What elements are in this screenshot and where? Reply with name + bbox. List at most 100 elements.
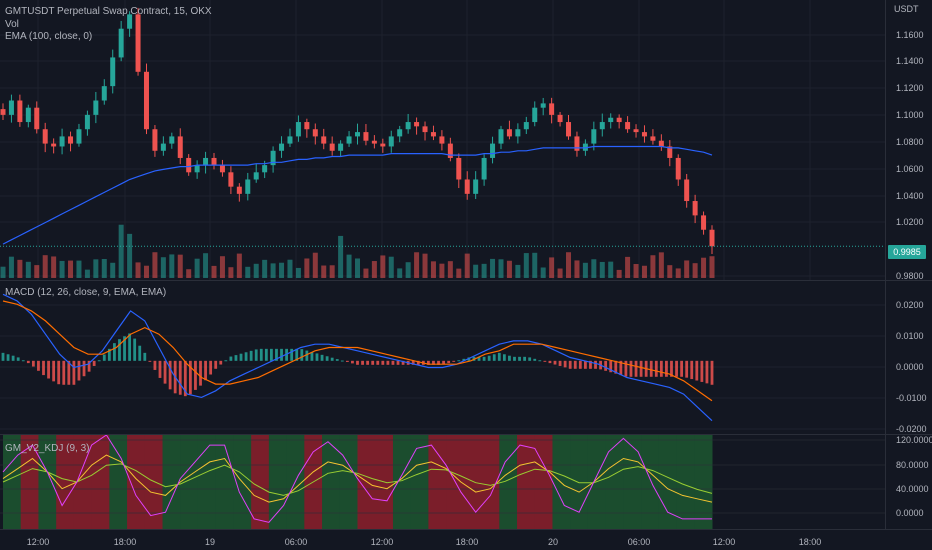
macd-pane[interactable]: MACD (12, 26, close, 9, EMA, EMA) bbox=[0, 281, 885, 434]
macd-histogram-bar bbox=[118, 339, 121, 361]
macd-histogram-bar bbox=[452, 360, 456, 362]
kdj-background-band bbox=[251, 435, 270, 529]
macd-histogram-bar bbox=[528, 357, 532, 361]
volume-legend[interactable]: Vol bbox=[5, 19, 19, 30]
kdj-background-band bbox=[499, 435, 518, 529]
macd-histogram-bar bbox=[376, 360, 380, 365]
macd-histogram-bar bbox=[153, 360, 157, 370]
kdj-background-band bbox=[392, 435, 412, 529]
candle-body bbox=[177, 136, 183, 158]
volume-bar bbox=[287, 259, 293, 278]
candle-body bbox=[422, 126, 428, 133]
candle-body bbox=[51, 143, 57, 147]
candle-body bbox=[59, 136, 65, 147]
macd-histogram-bar bbox=[685, 360, 689, 378]
volume-bar bbox=[650, 255, 656, 278]
time-axis-label: 18:00 bbox=[113, 537, 137, 547]
candle-body bbox=[253, 172, 259, 180]
macd-histogram-bar bbox=[604, 360, 608, 371]
macd-histogram-bar bbox=[705, 360, 709, 384]
macd-histogram-bar bbox=[219, 360, 223, 365]
kdj-background-band bbox=[73, 435, 93, 529]
macd-chart[interactable] bbox=[0, 281, 885, 434]
kdj-background-band bbox=[162, 435, 181, 529]
kdj-background-band bbox=[641, 435, 660, 529]
volume-bar bbox=[456, 268, 462, 278]
macd-histogram-bar bbox=[366, 360, 370, 365]
candle-body bbox=[355, 132, 360, 137]
price-axis-divider bbox=[885, 0, 886, 530]
macd-histogram-bar bbox=[381, 360, 385, 365]
volume-bar bbox=[701, 257, 707, 278]
price-axis-label: 1.0600 bbox=[896, 164, 924, 174]
signal-line bbox=[2, 300, 713, 402]
volume-bar bbox=[355, 258, 360, 278]
price-axis-label: 1.0200 bbox=[896, 217, 924, 227]
volume-bar bbox=[523, 253, 529, 278]
symbol-title[interactable]: GMTUSDT Perpetual Swap Contract, 15, OKX bbox=[5, 6, 212, 17]
candle-body bbox=[608, 117, 614, 123]
volume-bar bbox=[633, 264, 639, 278]
volume-bar bbox=[312, 252, 318, 278]
kdj-background-band bbox=[20, 435, 39, 529]
volume-bar bbox=[0, 266, 6, 278]
kdj-background-band bbox=[322, 435, 341, 529]
price-chart[interactable] bbox=[0, 0, 885, 280]
macd-histogram-bar bbox=[482, 356, 486, 361]
pane-divider[interactable] bbox=[0, 280, 932, 281]
volume-bar bbox=[709, 256, 715, 278]
macd-axis-label: -0.0200 bbox=[896, 424, 927, 434]
macd-histogram-bar bbox=[52, 360, 56, 382]
volume-bar bbox=[363, 268, 369, 278]
volume-bar bbox=[110, 262, 116, 278]
volume-bar bbox=[228, 267, 234, 278]
candle-body bbox=[287, 136, 293, 144]
last-price-tag: 0.9985 bbox=[888, 245, 926, 259]
candle-body bbox=[118, 28, 124, 58]
kdj-legend[interactable]: GM_V2_KDJ (9, 3) bbox=[5, 443, 90, 454]
macd-histogram-bar bbox=[1, 352, 5, 361]
kdj-j-line bbox=[2, 435, 712, 523]
ema-legend[interactable]: EMA (100, close, 0) bbox=[5, 31, 93, 42]
volume-bar bbox=[447, 261, 453, 278]
macd-histogram-bar bbox=[437, 360, 440, 365]
kdj-chart[interactable] bbox=[0, 435, 885, 529]
macd-histogram-bar bbox=[477, 356, 481, 361]
macd-histogram-bar bbox=[492, 354, 496, 361]
candle-body bbox=[245, 179, 251, 194]
pane-divider[interactable] bbox=[0, 434, 932, 435]
macd-line bbox=[2, 293, 713, 422]
volume-bar bbox=[93, 259, 99, 278]
candle-body bbox=[127, 14, 133, 29]
kdj-background-band bbox=[428, 435, 447, 529]
macd-histogram-bar bbox=[183, 360, 187, 397]
macd-histogram-bar bbox=[6, 354, 10, 361]
candle-body bbox=[101, 86, 107, 101]
kdj-pane[interactable]: GM_V2_KDJ (9, 3) bbox=[0, 435, 885, 529]
kdj-background-band bbox=[517, 435, 536, 529]
macd-histogram-bar bbox=[690, 360, 694, 380]
candle-body bbox=[236, 186, 242, 194]
macd-histogram-bar bbox=[523, 356, 527, 361]
macd-histogram-bar bbox=[57, 360, 61, 385]
candle-body bbox=[701, 215, 707, 230]
candle-body bbox=[329, 143, 335, 151]
candle-body bbox=[414, 122, 420, 127]
macd-histogram-bar bbox=[67, 360, 71, 385]
macd-histogram-bar bbox=[553, 360, 557, 365]
macd-histogram-bar bbox=[254, 349, 258, 361]
candle-body bbox=[540, 103, 546, 108]
price-pane[interactable]: GMTUSDT Perpetual Swap Contract, 15, OKX… bbox=[0, 0, 885, 280]
volume-bar bbox=[498, 259, 504, 278]
macd-legend[interactable]: MACD (12, 26, close, 9, EMA, EMA) bbox=[5, 287, 167, 298]
macd-histogram-bar bbox=[710, 360, 714, 385]
volume-bar bbox=[169, 254, 175, 278]
candle-body bbox=[625, 122, 631, 130]
price-axis-label: 1.1200 bbox=[896, 83, 924, 93]
volume-bar bbox=[76, 260, 82, 278]
macd-histogram-bar bbox=[229, 356, 233, 361]
candle-body bbox=[388, 136, 394, 147]
candle-body bbox=[143, 71, 149, 130]
time-axis-label: 18:00 bbox=[798, 537, 822, 547]
candle-body bbox=[591, 129, 597, 144]
